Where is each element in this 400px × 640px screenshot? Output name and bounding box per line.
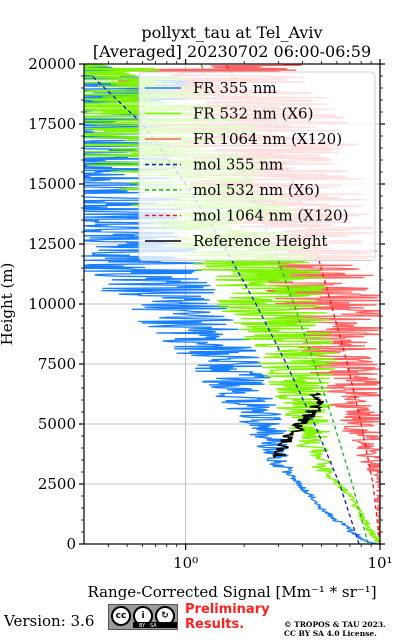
legend-label: FR 1064 nm (X120) (193, 130, 342, 148)
y-tick-label: 5000 (38, 415, 76, 433)
legend-label: FR 355 nm (193, 79, 277, 97)
y-tick-label: 2500 (38, 475, 76, 493)
version-label: Version: 3.6 (4, 612, 95, 630)
preliminary-line1: Preliminary (185, 602, 270, 617)
y-axis-title: Height (m) (0, 263, 16, 346)
legend-label: Reference Height (193, 232, 327, 250)
cc-by-sa-logo: cc i ↻ BY SA (108, 604, 178, 630)
copyright-notice: © TROPOS & TAU 2023. CC BY SA 4.0 Licens… (284, 620, 386, 638)
y-tick-label: 0 (66, 535, 76, 553)
copyright-line2: CC BY SA 4.0 License. (284, 629, 377, 638)
preliminary-line2: Results. (185, 617, 245, 632)
x-tick-label: 10¹ (367, 554, 392, 572)
legend-label: mol 355 nm (193, 156, 283, 174)
legend-label: mol 1064 nm (X120) (193, 207, 348, 225)
y-tick-label: 17500 (28, 115, 76, 133)
series-fr-532-nm-x6 (84, 64, 380, 544)
x-axis-title: Range-Corrected Signal [Mm⁻¹ * sr⁻¹] (87, 583, 376, 601)
y-tick-label: 15000 (28, 175, 76, 193)
legend-box (138, 71, 376, 261)
y-tick-label: 7500 (38, 355, 76, 373)
legend-label: FR 532 nm (X6) (193, 105, 313, 123)
legend: FR 355 nm FR 532 nm (X6) FR 1064 nm (X120)… (138, 71, 376, 261)
x-tick-label: 10⁰ (173, 554, 198, 572)
cc-icon: cc (111, 606, 131, 626)
chart-title-line1: pollyxt_tau at Tel_Aviv (141, 23, 322, 42)
series-reference-height (271, 392, 324, 459)
chart-title-line2: [Averaged] 20230702 06:00-06:59 (93, 42, 371, 61)
preliminary-notice: Preliminary Results. (185, 602, 270, 632)
copyright-line1: © TROPOS & TAU 2023. (284, 620, 386, 629)
y-tick-label: 20000 (28, 55, 76, 73)
y-tick-label: 12500 (28, 235, 76, 253)
y-tick-label: 10000 (28, 295, 76, 313)
axis-ticks: 0 2500 5000 7500 10000 12500 15000 17500 20000 10… (28, 55, 392, 572)
legend-label: mol 532 nm (X6) (193, 181, 320, 199)
